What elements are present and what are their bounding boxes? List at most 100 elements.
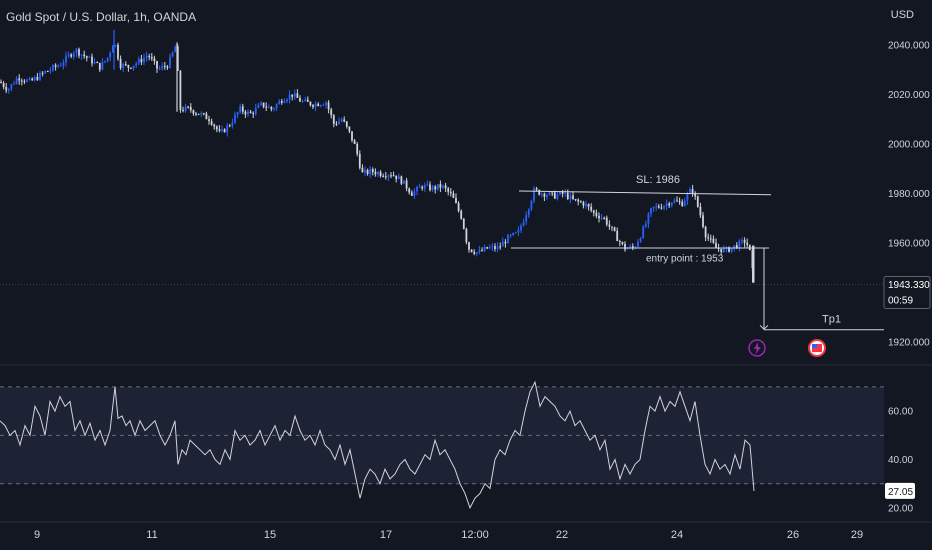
- candle-body: [486, 247, 489, 249]
- candle-body: [707, 237, 710, 239]
- candle-body: [176, 46, 179, 71]
- candle-body: [101, 62, 104, 70]
- candle-body: [93, 62, 96, 64]
- price-axis-tick: 2020.000: [888, 90, 930, 101]
- candle-body: [39, 72, 41, 80]
- candle-body: [582, 202, 585, 206]
- lightning-icon[interactable]: [748, 339, 766, 357]
- candle-body: [257, 104, 260, 108]
- candle-body: [457, 203, 460, 211]
- candle-body: [491, 246, 494, 248]
- candle-body: [356, 143, 359, 154]
- candle-body: [124, 64, 127, 66]
- candle-body: [306, 99, 309, 102]
- candle-body: [299, 97, 301, 102]
- candle-body: [7, 89, 10, 91]
- candle-body: [44, 70, 47, 74]
- candle-body: [132, 65, 135, 69]
- candle-body: [694, 192, 697, 197]
- candle-body: [169, 56, 171, 68]
- candle-body: [525, 215, 528, 222]
- candle-body: [72, 52, 75, 57]
- candle-body: [96, 62, 99, 64]
- candle-body: [54, 65, 57, 67]
- candle-body: [75, 49, 78, 53]
- candle-body: [504, 241, 507, 244]
- stop-loss-line[interactable]: [518, 190, 772, 196]
- candle-body: [143, 57, 145, 63]
- candle-body: [249, 111, 252, 114]
- candle-body: [319, 105, 322, 107]
- candle-body: [655, 206, 658, 208]
- candle-body: [481, 250, 483, 252]
- time-axis-tick: 24: [671, 529, 683, 541]
- candle-body: [283, 101, 286, 103]
- candle-body: [5, 86, 8, 91]
- candle-body: [608, 224, 611, 227]
- candle-body: [184, 106, 187, 111]
- candle-body: [20, 80, 23, 82]
- candle-body: [270, 106, 273, 110]
- candle-body: [174, 46, 177, 53]
- currency-label: USD: [890, 9, 914, 21]
- candle-body: [735, 245, 738, 249]
- candle-body: [520, 225, 522, 230]
- target-label: Tp1: [822, 313, 841, 325]
- candle-body: [189, 107, 192, 111]
- candle-body: [647, 214, 650, 224]
- candle-body: [743, 239, 746, 243]
- countdown-value: 00:59: [888, 295, 913, 306]
- candle-body: [379, 172, 382, 176]
- candle-body: [0, 81, 2, 83]
- candle-body: [660, 207, 663, 209]
- candle-body: [691, 189, 694, 193]
- candle-body: [429, 184, 431, 191]
- candle-body: [179, 70, 182, 110]
- candle-body: [639, 237, 642, 242]
- candle-body: [696, 196, 699, 207]
- candle-body: [400, 176, 403, 184]
- candle-body: [618, 241, 621, 243]
- candle-body: [10, 84, 13, 90]
- candle-body: [548, 192, 551, 196]
- candle-body: [150, 57, 153, 59]
- candle-body: [436, 184, 439, 190]
- candle-body: [418, 186, 421, 188]
- candle-body: [442, 185, 444, 188]
- candle-body: [260, 102, 262, 105]
- candle-body: [546, 195, 548, 197]
- candle-body: [577, 199, 580, 202]
- candle-body: [613, 227, 616, 231]
- candle-body: [371, 169, 374, 172]
- candle-body: [538, 189, 541, 195]
- candle-body: [202, 113, 205, 115]
- candle-body: [382, 175, 385, 177]
- candle-body: [91, 56, 93, 64]
- candle-body: [62, 62, 65, 66]
- candle-body: [702, 215, 704, 227]
- candle-body: [517, 229, 520, 233]
- candle-body: [340, 119, 343, 122]
- candle-body: [551, 192, 554, 194]
- candle-body: [182, 109, 184, 111]
- candle-body: [122, 64, 125, 68]
- candle-body: [31, 78, 34, 81]
- candle-body: [215, 126, 218, 130]
- candle-body: [722, 248, 725, 253]
- candle-body: [210, 121, 213, 125]
- candle-body: [140, 58, 143, 63]
- candle-body: [377, 172, 379, 175]
- candle-body: [234, 114, 236, 123]
- candle-body: [41, 72, 44, 74]
- candle-body: [709, 238, 712, 240]
- time-axis-tick: 29: [851, 529, 863, 541]
- candle-body: [421, 186, 424, 189]
- candle-body: [530, 200, 533, 210]
- candle-body: [145, 56, 148, 58]
- candle-body: [117, 44, 119, 59]
- candle-body: [109, 52, 112, 58]
- candle-body: [720, 248, 723, 253]
- candle-body: [80, 54, 83, 56]
- candle-body: [153, 58, 156, 62]
